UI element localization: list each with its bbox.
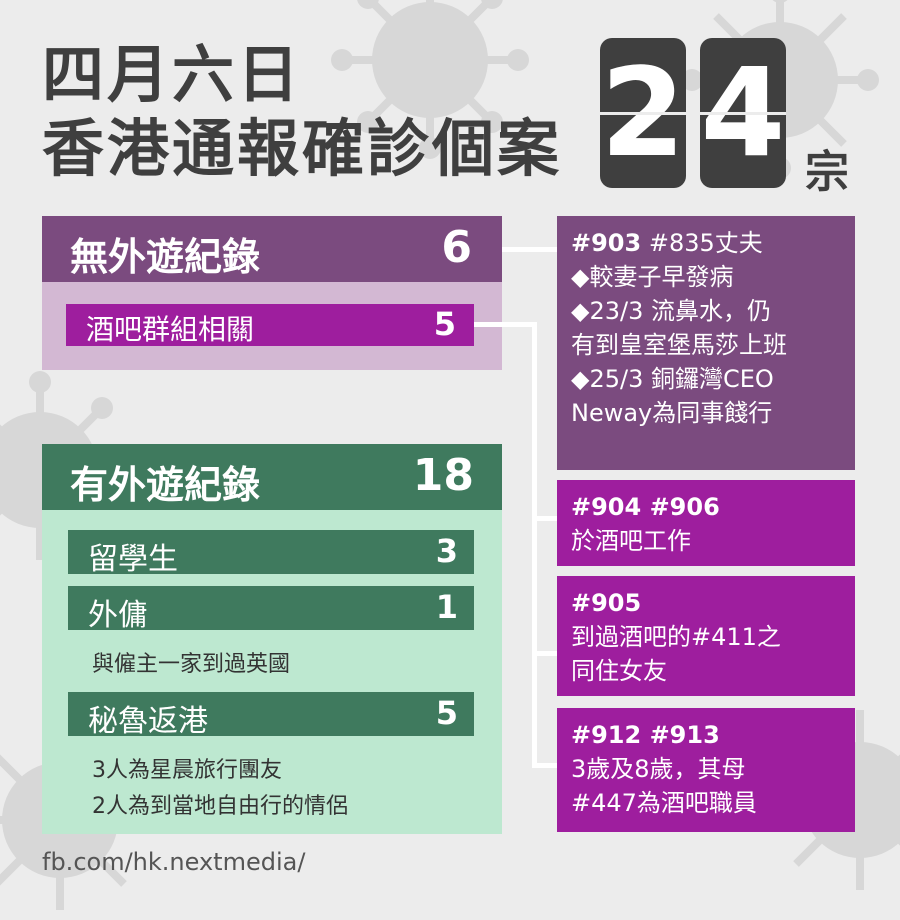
case-detail: Neway為同事餞行 [571, 399, 773, 427]
case-box-905: #905 到過酒吧的#411之 同住女友 [557, 576, 855, 696]
travel-item-note: 2人為到當地自由行的情侶 [92, 794, 348, 819]
case-box-912-913: #912 #913 3歲及8歲，其母 #447為酒吧職員 [557, 708, 855, 832]
travel-item-label: 外傭 [88, 598, 148, 633]
travel-item-note: 3人為星晨旅行團友 [92, 758, 282, 783]
connector-line [532, 322, 537, 768]
case-id: #912 #913 [571, 721, 720, 749]
travel-item-students: 留學生 3 [68, 530, 474, 577]
no-travel-bar: 無外遊紀錄 6 [42, 216, 502, 282]
count-digit-2: 4 [700, 38, 786, 188]
case-relation: #835丈夫 [641, 229, 763, 257]
count-digit-1: 2 [600, 38, 686, 188]
travel-item-helper: 外傭 1 [68, 586, 474, 633]
travel-item-label: 留學生 [88, 542, 178, 577]
travel-count: 18 [412, 450, 474, 501]
case-detail: 到過酒吧的#411之 [571, 623, 781, 651]
case-detail: #447為酒吧職員 [571, 789, 757, 817]
case-detail: 3歲及8歲，其母 [571, 755, 746, 783]
connector-line [532, 651, 557, 656]
case-detail: ◆較妻子早發病 [571, 263, 734, 291]
connector-line [502, 247, 557, 252]
travel-bar: 有外遊紀錄 18 [42, 444, 502, 510]
case-detail: 同住女友 [571, 657, 667, 685]
case-detail: 於酒吧工作 [571, 527, 691, 555]
travel-label: 有外遊紀錄 [70, 463, 261, 507]
travel-item-count: 1 [435, 588, 458, 626]
count-unit: 宗 [805, 147, 849, 198]
no-travel-label: 無外遊紀錄 [70, 235, 261, 279]
case-id: #905 [571, 589, 642, 617]
case-detail: ◆25/3 銅鑼灣CEO [571, 365, 774, 393]
virus-icon [331, 0, 529, 159]
case-id: #903 [571, 229, 642, 257]
case-box-904-906: #904 #906 於酒吧工作 [557, 480, 855, 566]
case-id: #904 #906 [571, 493, 720, 521]
travel-item-count: 5 [435, 694, 458, 732]
case-box-903: #903 #835丈夫 ◆較妻子早發病 ◆23/3 流鼻水，仍 有到皇室堡馬莎上… [557, 216, 855, 470]
case-detail: 有到皇室堡馬莎上班 [571, 331, 787, 359]
connector-line [532, 763, 557, 768]
title-main: 香港通報確診個案 [42, 112, 563, 185]
no-travel-count: 6 [441, 222, 472, 273]
connector-line [474, 322, 536, 327]
travel-item-label: 秘魯返港 [88, 704, 208, 739]
bar-cluster-label: 酒吧群組相關 [86, 313, 255, 346]
travel-item-peru: 秘魯返港 5 [68, 692, 474, 739]
source-link[interactable]: fb.com/hk.nextmedia/ [42, 848, 306, 876]
bar-cluster-bar: 酒吧群組相關 5 [66, 304, 474, 346]
travel-item-count: 3 [435, 532, 458, 570]
case-detail: ◆23/3 流鼻水，仍 [571, 297, 771, 325]
connector-line [532, 516, 557, 521]
title-date: 四月六日 [42, 38, 303, 111]
travel-item-note: 與僱主一家到過英國 [92, 652, 291, 677]
bar-cluster-count: 5 [433, 305, 456, 343]
